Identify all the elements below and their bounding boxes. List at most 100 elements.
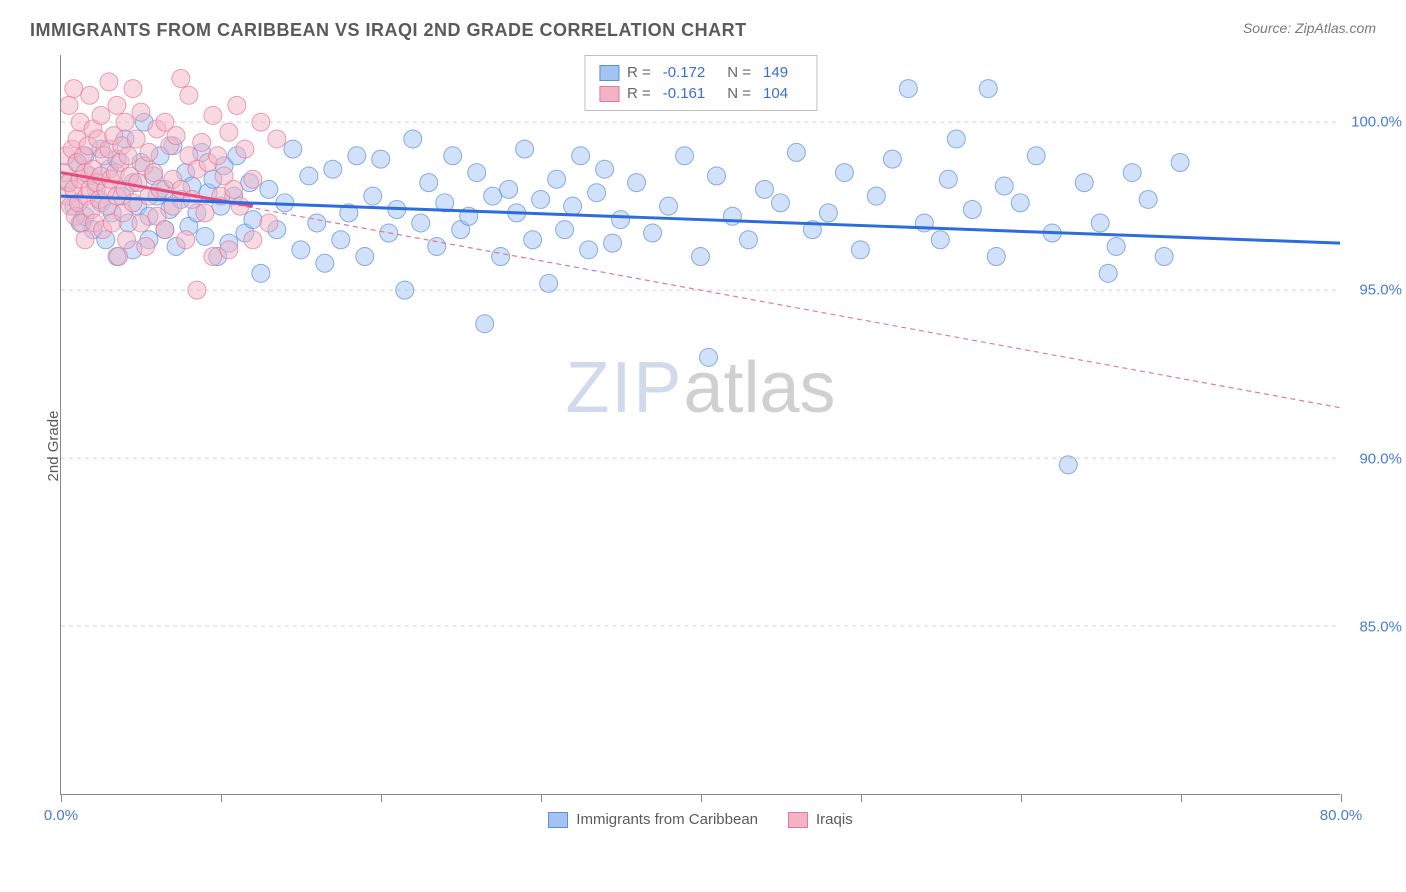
n-value-caribbean: 149 (763, 64, 788, 81)
data-point (372, 150, 390, 168)
data-point (556, 221, 574, 239)
data-point (1099, 264, 1117, 282)
chart-plot-area: ZIPatlas 85.0%90.0%95.0%100.0% 0.0%80.0%… (60, 55, 1340, 795)
chart-title: IMMIGRANTS FROM CARIBBEAN VS IRAQI 2ND G… (30, 20, 747, 41)
legend-label-iraqis: Iraqis (816, 811, 853, 828)
data-point (899, 80, 917, 98)
data-point (516, 140, 534, 158)
data-point (167, 127, 185, 145)
legend-row-iraqis: R = -0.161 N = 104 (599, 83, 802, 104)
data-point (604, 234, 622, 252)
scatter-svg (61, 55, 1340, 794)
data-point (116, 113, 134, 131)
legend-swatch-caribbean (599, 65, 619, 81)
data-point (188, 281, 206, 299)
data-point (1091, 214, 1109, 232)
x-tick (861, 794, 862, 802)
data-point (947, 130, 965, 148)
data-point (707, 167, 725, 185)
data-point (284, 140, 302, 158)
data-point (1107, 237, 1125, 255)
data-point (316, 254, 334, 272)
data-point (396, 281, 414, 299)
data-point (260, 180, 278, 198)
data-point (404, 130, 422, 148)
y-tick-label: 85.0% (1359, 618, 1402, 635)
data-point (660, 197, 678, 215)
data-point (476, 315, 494, 333)
data-point (236, 140, 254, 158)
data-point (420, 174, 438, 192)
x-tick (1341, 794, 1342, 802)
y-tick-label: 90.0% (1359, 450, 1402, 467)
data-point (540, 274, 558, 292)
data-point (1027, 147, 1045, 165)
data-point (140, 143, 158, 161)
data-point (244, 231, 262, 249)
data-point (193, 133, 211, 151)
data-point (700, 348, 718, 366)
data-point (204, 106, 222, 124)
data-point (692, 248, 710, 266)
data-point (244, 211, 262, 229)
data-point (292, 241, 310, 259)
data-point (644, 224, 662, 242)
data-point (204, 248, 222, 266)
data-point (65, 80, 83, 98)
data-point (308, 214, 326, 232)
n-value-iraqis: 104 (763, 85, 788, 102)
data-point (1011, 194, 1029, 212)
chart-header: IMMIGRANTS FROM CARIBBEAN VS IRAQI 2ND G… (0, 0, 1406, 51)
series-legend: Immigrants from Caribbean Iraqis (61, 811, 1340, 828)
n-label: N = (727, 64, 751, 81)
data-point (127, 130, 145, 148)
data-point (220, 241, 238, 259)
data-point (787, 143, 805, 161)
data-point (268, 130, 286, 148)
correlation-legend: R = -0.172 N = 149 R = -0.161 N = 104 (584, 55, 817, 111)
y-tick-label: 100.0% (1351, 114, 1402, 131)
data-point (132, 214, 150, 232)
data-point (156, 221, 174, 239)
data-point (145, 164, 163, 182)
data-point (963, 201, 981, 219)
data-point (1075, 174, 1093, 192)
x-tick (221, 794, 222, 802)
data-point (110, 248, 128, 266)
data-point (252, 113, 270, 131)
data-point (124, 80, 142, 98)
x-tick (701, 794, 702, 802)
data-point (1123, 164, 1141, 182)
data-point (468, 164, 486, 182)
r-label: R = (627, 85, 651, 102)
legend-item-caribbean: Immigrants from Caribbean (548, 811, 758, 828)
data-point (119, 147, 137, 165)
source-label: Source: ZipAtlas.com (1243, 20, 1376, 36)
legend-swatch-caribbean (548, 812, 568, 828)
data-point (572, 147, 590, 165)
data-point (484, 187, 502, 205)
data-point (931, 231, 949, 249)
data-point (532, 190, 550, 208)
data-point (835, 164, 853, 182)
data-point (428, 237, 446, 255)
data-point (196, 204, 214, 222)
data-point (588, 184, 606, 202)
x-tick (1181, 794, 1182, 802)
data-point (180, 86, 198, 104)
r-label: R = (627, 64, 651, 81)
data-point (412, 214, 430, 232)
data-point (108, 96, 126, 114)
data-point (755, 180, 773, 198)
legend-label-caribbean: Immigrants from Caribbean (576, 811, 758, 828)
data-point (1139, 190, 1157, 208)
x-tick (541, 794, 542, 802)
legend-swatch-iraqis (599, 86, 619, 102)
data-point (172, 70, 190, 88)
data-point (444, 147, 462, 165)
data-point (252, 264, 270, 282)
data-point (177, 231, 195, 249)
data-point (819, 204, 837, 222)
data-point (771, 194, 789, 212)
data-point (220, 123, 238, 141)
